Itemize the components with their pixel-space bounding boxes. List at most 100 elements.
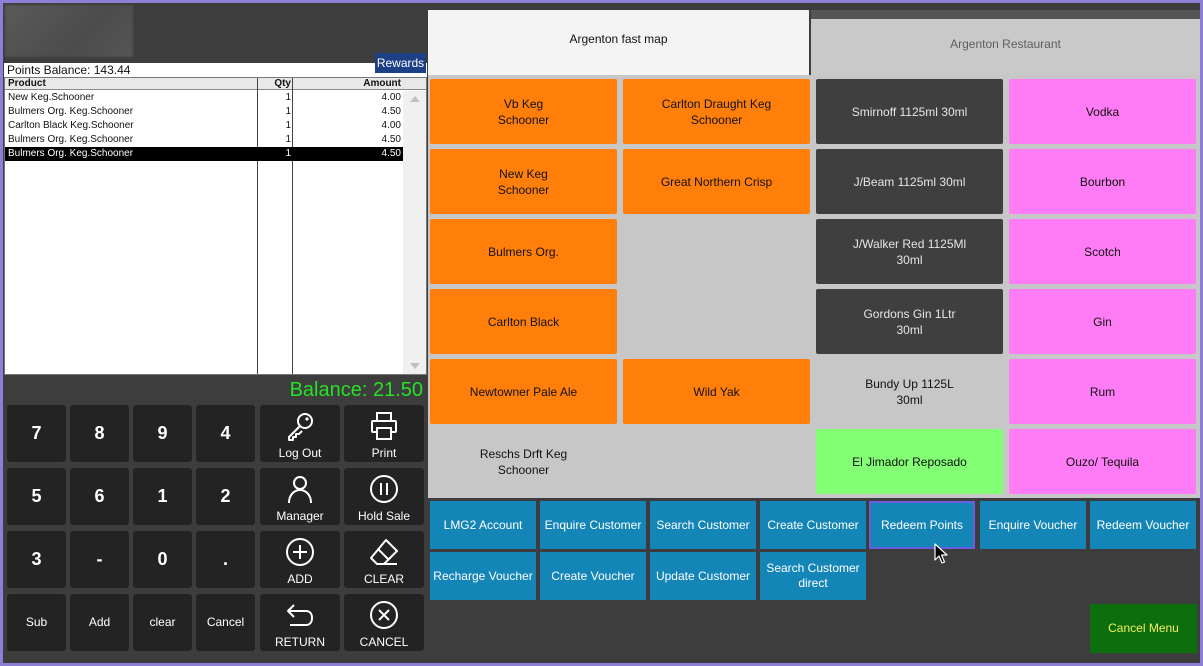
add-key-button[interactable]: Add bbox=[70, 594, 129, 651]
enquire-voucher-button[interactable]: Enquire Voucher bbox=[980, 501, 1086, 549]
header-amount: Amount bbox=[363, 78, 401, 89]
eraser-icon bbox=[370, 539, 398, 565]
product-tile[interactable]: Carlton Draught Keg Schooner bbox=[623, 79, 810, 144]
row-qty: 1 bbox=[285, 134, 291, 145]
redeem-points-button[interactable]: Redeem Points bbox=[869, 501, 975, 549]
row-qty: 1 bbox=[285, 106, 291, 117]
user-icon bbox=[288, 476, 312, 504]
recharge-voucher-button[interactable]: Recharge Voucher bbox=[430, 552, 536, 600]
key-5[interactable]: 5 bbox=[7, 468, 66, 525]
key-4[interactable]: 4 bbox=[196, 405, 255, 462]
table-row[interactable]: New Keg.Schooner 1 4.00 bbox=[5, 91, 403, 105]
order-grid: Product Qty Amount New Keg.Schooner 1 4.… bbox=[4, 77, 427, 375]
product-tile[interactable]: J/Beam 1125ml 30ml bbox=[816, 149, 1003, 214]
update-customer-button[interactable]: Update Customer bbox=[650, 552, 756, 600]
product-tile[interactable]: Gordons Gin 1Ltr 30ml bbox=[816, 289, 1003, 354]
row-qty: 1 bbox=[285, 92, 291, 103]
key-9[interactable]: 9 bbox=[133, 405, 192, 462]
search-customer-direct-button[interactable]: Search Customer direct bbox=[760, 552, 866, 600]
order-panel: Points Balance: 143.44 Rewards Product Q… bbox=[3, 3, 427, 663]
cancel-menu-button[interactable]: Cancel Menu bbox=[1090, 604, 1197, 653]
table-row[interactable]: Carlton Black Keg.Schooner 1 4.00 bbox=[5, 119, 403, 133]
logout-button[interactable]: Log Out bbox=[260, 405, 340, 462]
key-6[interactable]: 6 bbox=[70, 468, 129, 525]
product-tile[interactable]: Carlton Black bbox=[430, 289, 617, 354]
category-tile[interactable]: Gin bbox=[1009, 289, 1196, 354]
key-8[interactable]: 8 bbox=[70, 405, 129, 462]
product-tile[interactable]: Vb Keg Schooner bbox=[430, 79, 617, 144]
category-tile[interactable]: Ouzo/ Tequila bbox=[1009, 429, 1196, 494]
key-dot[interactable]: . bbox=[196, 531, 255, 588]
print-button[interactable]: Print bbox=[344, 405, 424, 462]
scroll-up-icon[interactable] bbox=[410, 96, 420, 102]
manager-button[interactable]: Manager bbox=[260, 468, 340, 525]
product-grid: Vb Keg Schooner New Keg Schooner Bulmers… bbox=[428, 75, 1200, 498]
key-minus[interactable]: - bbox=[70, 531, 129, 588]
plus-circle-icon bbox=[286, 538, 314, 566]
header-product: Product bbox=[8, 78, 46, 89]
lmg2-account-button[interactable]: LMG2 Account bbox=[430, 501, 536, 549]
category-tile[interactable]: Rum bbox=[1009, 359, 1196, 424]
table-row[interactable]: Bulmers Org. Keg.Schooner 1 4.50 bbox=[5, 105, 403, 119]
product-tile[interactable]: Newtowner Pale Ale bbox=[430, 359, 617, 424]
key-3[interactable]: 3 bbox=[7, 531, 66, 588]
row-product: Bulmers Org. Keg.Schooner bbox=[8, 148, 134, 159]
product-tile[interactable]: Bundy Up 1125L 30ml bbox=[865, 376, 954, 407]
header-qty: Qty bbox=[274, 78, 291, 89]
add-button[interactable]: ADD bbox=[260, 531, 340, 588]
hold-sale-label: Hold Sale bbox=[357, 509, 411, 523]
return-label: RETURN bbox=[275, 635, 325, 649]
key-icon bbox=[288, 413, 313, 441]
enquire-customer-button[interactable]: Enquire Customer bbox=[540, 501, 646, 549]
cancel-key-button[interactable]: Cancel bbox=[196, 594, 255, 651]
table-row[interactable]: Bulmers Org. Keg.Schooner 1 4.50 bbox=[5, 147, 403, 161]
product-tile[interactable]: Great Northern Crisp bbox=[623, 149, 810, 214]
manager-label: Manager bbox=[276, 509, 324, 523]
redeem-voucher-button[interactable]: Redeem Voucher bbox=[1090, 501, 1196, 549]
balance-display: Balance: 21.50 bbox=[289, 379, 423, 401]
key-7[interactable]: 7 bbox=[7, 405, 66, 462]
sub-button[interactable]: Sub bbox=[7, 594, 66, 651]
row-product: Bulmers Org. Keg.Schooner bbox=[8, 106, 134, 117]
product-tile[interactable]: J/Walker Red 1125Ml 30ml bbox=[816, 219, 1003, 284]
tab-argenton-fast-map[interactable]: Argenton fast map bbox=[428, 10, 809, 75]
clear-key-button[interactable]: clear bbox=[133, 594, 192, 651]
hold-sale-button[interactable]: Hold Sale bbox=[344, 468, 424, 525]
printer-icon bbox=[371, 412, 397, 440]
logout-label: Log Out bbox=[278, 446, 322, 460]
clear-button[interactable]: CLEAR bbox=[344, 531, 424, 588]
product-tile[interactable]: Reschs Drft Keg Schooner bbox=[479, 446, 568, 477]
row-amount: 4.50 bbox=[381, 134, 401, 145]
row-amount: 4.50 bbox=[381, 106, 401, 117]
search-customer-button[interactable]: Search Customer bbox=[650, 501, 756, 549]
key-1[interactable]: 1 bbox=[133, 468, 192, 525]
category-tile[interactable]: Scotch bbox=[1009, 219, 1196, 284]
mouse-cursor-icon bbox=[934, 543, 948, 564]
row-product: New Keg.Schooner bbox=[8, 92, 95, 103]
add-label: ADD bbox=[287, 572, 313, 586]
product-tile[interactable]: Bulmers Org. bbox=[430, 219, 617, 284]
category-tile[interactable]: Bourbon bbox=[1009, 149, 1196, 214]
row-amount: 4.00 bbox=[381, 120, 401, 131]
table-row[interactable]: Bulmers Org. Keg.Schooner 1 4.50 bbox=[5, 133, 403, 147]
row-qty: 1 bbox=[285, 120, 291, 131]
return-button[interactable]: RETURN bbox=[260, 594, 340, 651]
scroll-down-icon[interactable] bbox=[410, 363, 420, 369]
product-tile[interactable]: El Jimador Reposado bbox=[816, 429, 1003, 494]
cancel-button[interactable]: CANCEL bbox=[344, 594, 424, 651]
product-tile[interactable]: New Keg Schooner bbox=[430, 149, 617, 214]
tab-argenton-restaurant[interactable]: Argenton Restaurant bbox=[811, 19, 1200, 75]
product-tile[interactable]: Wild Yak bbox=[623, 359, 810, 424]
product-tile[interactable]: Smirnoff 1125ml 30ml bbox=[816, 79, 1003, 144]
key-2[interactable]: 2 bbox=[196, 468, 255, 525]
key-0[interactable]: 0 bbox=[133, 531, 192, 588]
row-product: Bulmers Org. Keg.Schooner bbox=[8, 134, 134, 145]
column-divider bbox=[257, 78, 258, 374]
create-customer-button[interactable]: Create Customer bbox=[760, 501, 866, 549]
return-arrow-icon bbox=[287, 604, 314, 626]
rewards-button[interactable]: Rewards bbox=[375, 53, 426, 73]
row-qty: 1 bbox=[285, 148, 291, 159]
create-voucher-button[interactable]: Create Voucher bbox=[540, 552, 646, 600]
grid-scrollbar[interactable] bbox=[403, 91, 426, 374]
category-tile[interactable]: Vodka bbox=[1009, 79, 1196, 144]
